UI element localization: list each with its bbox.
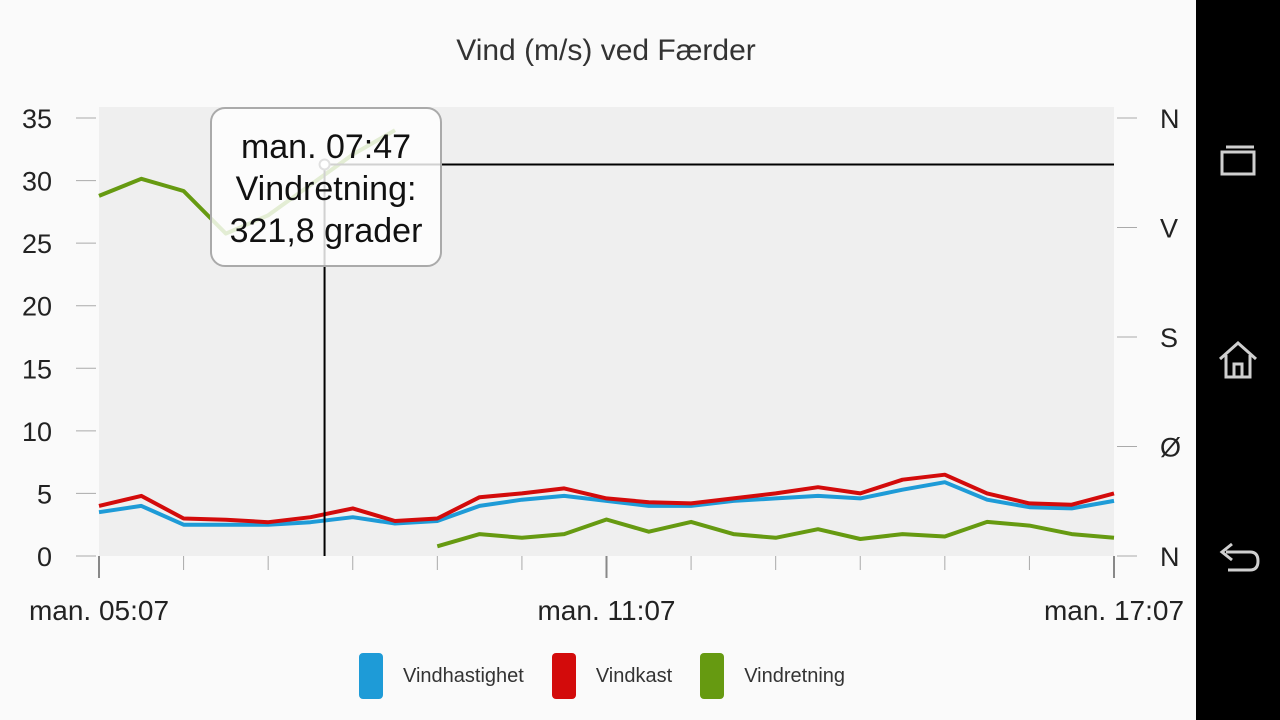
legend-label: Vindretning	[744, 664, 846, 687]
y-left-tick-label: 0	[37, 542, 52, 572]
y-left-tick-label: 15	[22, 354, 52, 384]
legend-swatch	[700, 653, 725, 699]
system-nav-bar	[1196, 0, 1280, 720]
x-tick-label: man. 05:07	[29, 595, 169, 626]
x-tick-label: man. 17:07	[1044, 595, 1184, 626]
legend-swatch	[551, 653, 576, 699]
back-icon	[1219, 542, 1260, 572]
y-axis-right: N V S Ø N	[1117, 104, 1181, 572]
app-screen: Vind (m/s) ved Færder 35 30 25 20 15 10 5 0 N V S…	[0, 0, 1196, 720]
home-icon	[1219, 340, 1257, 379]
x-tick-label: man. 11:07	[537, 595, 675, 626]
legend-swatch	[358, 653, 383, 699]
tooltip-line: man. 07:47	[241, 128, 411, 166]
legend-item[interactable]: Vindhastighet	[358, 653, 532, 699]
y-right-tick-label: Ø	[1160, 433, 1181, 463]
legend-label: Vindkast	[595, 664, 673, 687]
vindretning-line	[436, 517, 1115, 549]
legend-item[interactable]: Vindkast	[551, 653, 680, 699]
y-left-tick-label: 10	[22, 417, 52, 447]
tooltip-box	[210, 107, 442, 267]
y-left-tick-label: 25	[22, 229, 52, 259]
y-right-tick-label: V	[1160, 214, 1178, 244]
y-left-tick-label: 5	[37, 479, 52, 509]
back-button[interactable]	[1196, 520, 1280, 600]
tooltip-line: 321,8 grader	[230, 212, 423, 250]
recent-apps-icon	[1220, 145, 1256, 176]
vindhastighet-line	[98, 480, 1115, 527]
x-axis: man. 05:07 man. 11:07 man. 17:07	[29, 556, 1184, 626]
vindkast-line	[98, 472, 1115, 525]
tooltip-line: Vindretning:	[236, 170, 417, 208]
legend-label: Vindhastighet	[402, 664, 524, 687]
home-button[interactable]	[1196, 320, 1280, 400]
y-axis-left: 35 30 25 20 15 10 5 0	[22, 104, 96, 572]
recent-apps-button[interactable]	[1196, 120, 1280, 200]
legend: Vindhastighet Vindkast Vindretning	[0, 651, 1212, 701]
y-left-tick-label: 35	[22, 104, 52, 134]
y-right-tick-label: N	[1160, 104, 1180, 134]
y-left-tick-label: 20	[22, 292, 52, 322]
legend-item[interactable]: Vindretning	[700, 653, 853, 699]
chart-title: Vind (m/s) ved Færder	[456, 34, 756, 67]
wind-chart[interactable]: 35 30 25 20 15 10 5 0 N V S Ø N man. 05:07 man. 11:0…	[0, 0, 1196, 720]
y-left-tick-label: 30	[22, 167, 52, 197]
y-right-tick-label: N	[1160, 542, 1180, 572]
y-right-tick-label: S	[1160, 323, 1178, 353]
tooltip: man. 07:47 Vindretning: 321,8 grader	[210, 107, 442, 267]
